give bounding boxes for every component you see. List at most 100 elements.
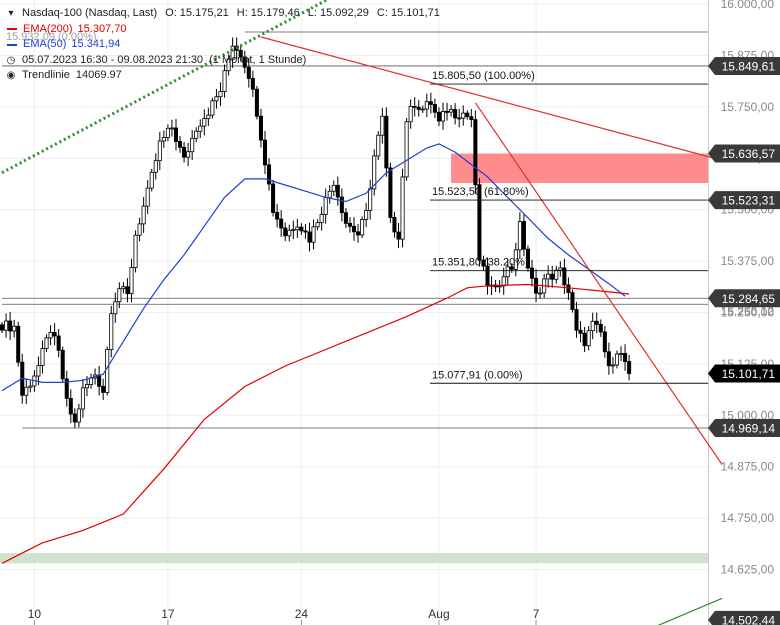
- candle-body-down: [428, 101, 433, 105]
- candle-body-up: [368, 188, 373, 211]
- legend-ema50-row[interactable]: EMA(50) 15.341,94: [6, 37, 440, 53]
- candle: [230, 37, 235, 68]
- candle-body-up: [165, 127, 170, 138]
- y-tick-label: 15.250,00: [721, 306, 775, 320]
- ema200-line: [1, 283, 630, 564]
- candle-body-down: [606, 351, 611, 367]
- candle-body-up: [149, 171, 154, 189]
- y-tick-label: 14.750,00: [721, 511, 775, 525]
- candle: [121, 282, 126, 294]
- candle: [449, 105, 454, 117]
- support-zone: [0, 553, 708, 564]
- candle-body-down: [258, 115, 263, 141]
- candle-body-up: [105, 349, 110, 393]
- candle-body-down: [182, 146, 187, 158]
- candle: [408, 99, 413, 129]
- candle: [323, 188, 328, 224]
- candle: [618, 346, 624, 362]
- candle-body-up: [194, 130, 199, 139]
- trendline-red-upper: [260, 36, 723, 161]
- candle: [481, 255, 486, 271]
- candle-body-up: [206, 114, 211, 120]
- candle: [505, 258, 510, 285]
- chevron-down-icon[interactable]: ▾: [8, 8, 14, 19]
- candle-body-down: [242, 56, 247, 68]
- candle: [420, 105, 425, 113]
- candle-body-up: [121, 286, 126, 290]
- hidden-price-label: 15.266,12: [721, 304, 775, 318]
- candle-body-up: [404, 121, 409, 178]
- x-tick-label: Aug: [428, 607, 449, 621]
- candle-body-up: [420, 108, 425, 111]
- candle: [307, 222, 312, 252]
- y-tick-label: 16.000,00: [721, 0, 775, 11]
- candle-body-down: [343, 212, 348, 224]
- candle-body-down: [602, 331, 607, 353]
- zones-layer: [0, 153, 708, 564]
- candle-body-down: [271, 183, 276, 213]
- candle-body-up: [137, 223, 142, 236]
- candle-body-up: [501, 276, 506, 287]
- candle: [356, 224, 361, 243]
- candle-body-down: [457, 117, 462, 120]
- candle: [368, 179, 373, 220]
- candle-body-down: [566, 284, 571, 293]
- candle-body-down: [469, 116, 474, 120]
- legend-ema200-row[interactable]: EMA(200) 15.307,70: [6, 22, 440, 38]
- candle: [388, 162, 393, 223]
- candle: [416, 100, 421, 117]
- trendline-label: Trendlinie: [22, 69, 70, 81]
- candle: [165, 124, 170, 142]
- candle-body-up: [546, 273, 551, 280]
- price-tag-bg: [708, 144, 780, 163]
- candle: [554, 265, 559, 284]
- trendline-red-lower: [474, 102, 723, 465]
- candle-body-up: [133, 234, 138, 268]
- candle-body-up: [28, 385, 33, 388]
- x-axis: 10 17 24 Aug 7: [28, 607, 540, 625]
- y-tick-label: 15.000,00: [721, 408, 775, 422]
- candle: [117, 282, 122, 309]
- candle: [101, 378, 106, 400]
- trendline-value: 14069.97: [75, 69, 122, 81]
- candle-body-up: [380, 115, 385, 136]
- candle-body-down: [594, 320, 599, 325]
- y-tick-label: 14.875,00: [721, 460, 775, 474]
- candle-body-down: [396, 231, 401, 240]
- candle-body-down: [388, 167, 393, 218]
- candle: [319, 206, 324, 231]
- candle-body-up: [117, 288, 122, 303]
- candle: [578, 321, 583, 343]
- candle: [360, 216, 365, 239]
- candle: [473, 110, 478, 194]
- candle: [384, 107, 389, 177]
- trendline-green-dotted: [1, 0, 330, 175]
- y-axis: 14.625,00 14.750,00 14.875,00 15.000,00 15.1…: [721, 0, 775, 576]
- candle-body-up: [327, 190, 332, 199]
- candle: [392, 211, 397, 238]
- candle: [178, 135, 183, 153]
- candle-body-down: [299, 226, 304, 232]
- candle-body-up: [210, 100, 215, 116]
- candle: [412, 97, 417, 117]
- candle: [347, 217, 352, 233]
- candle-body-up: [513, 249, 518, 270]
- candle: [262, 130, 268, 175]
- candle-body-down: [574, 309, 579, 331]
- candle-body-up: [461, 112, 466, 119]
- y-tick-label: 15.750,00: [721, 100, 775, 114]
- candle-body-up: [408, 105, 413, 123]
- candle: [574, 301, 579, 338]
- candle: [194, 127, 199, 143]
- candle-body-up: [222, 70, 227, 92]
- candle-body-up: [24, 386, 29, 396]
- candle-body-down: [246, 66, 251, 79]
- candle-body-up: [538, 292, 543, 295]
- candle: [16, 321, 21, 367]
- candle: [376, 130, 381, 161]
- candle-body-up: [614, 353, 619, 366]
- candle: [428, 92, 433, 114]
- legend-trendline-row[interactable]: ◉ Trendlinie 14069.97: [6, 68, 440, 84]
- candle: [214, 88, 219, 109]
